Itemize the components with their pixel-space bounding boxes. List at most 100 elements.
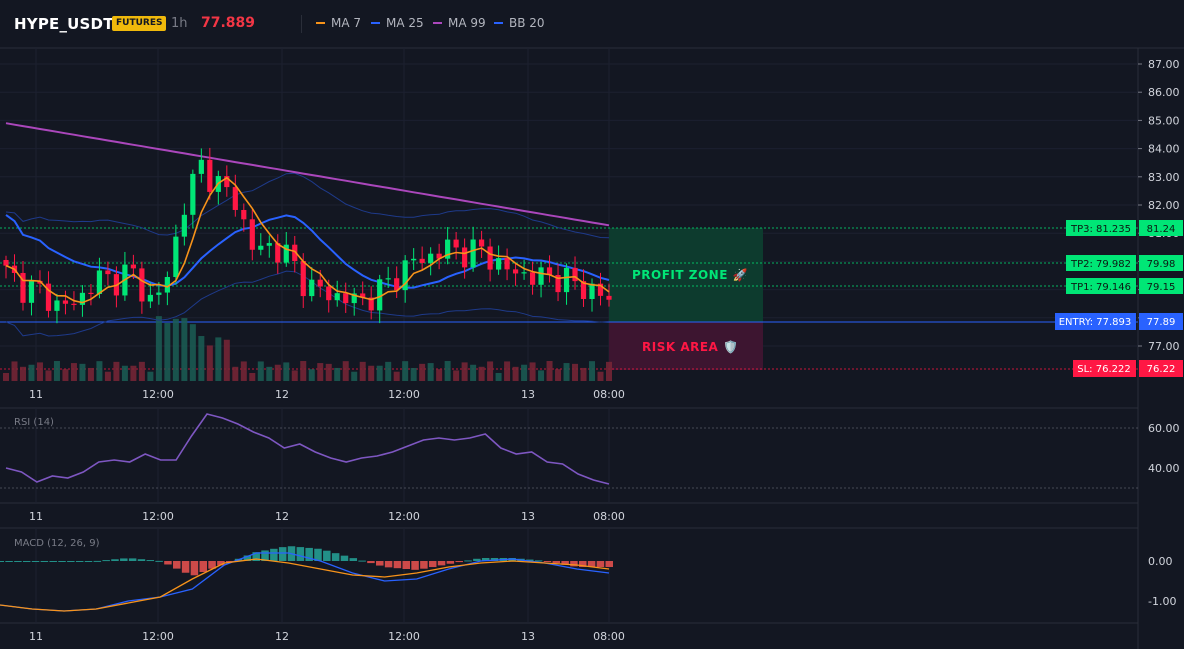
macd-histogram-bar	[146, 560, 155, 562]
ma99-swatch-icon	[433, 22, 442, 24]
bb20-swatch-icon	[494, 22, 503, 24]
volume-bar	[266, 366, 273, 381]
time-tick-label: 12:00	[388, 510, 420, 523]
tp1-label[interactable]: TP1: 79.146 79.15	[1066, 278, 1183, 294]
volume-bar	[3, 373, 9, 381]
macd-histogram-bar	[358, 560, 366, 562]
candle-body	[436, 253, 442, 259]
macd-histogram-bar	[464, 560, 472, 562]
price-tick-label: 84.00	[1148, 143, 1180, 156]
rsi-title: RSI (14)	[14, 417, 54, 428]
volume-bar	[36, 362, 43, 381]
volume-bar	[597, 371, 604, 381]
candle-body	[3, 259, 9, 266]
volume-bar	[351, 371, 358, 381]
volume-bar	[181, 318, 188, 381]
volume-bar	[147, 371, 154, 381]
macd-histogram-bar	[243, 555, 252, 561]
candle-body	[105, 270, 111, 275]
entry-axis-value: 77.89	[1147, 317, 1176, 328]
bb-upper-band	[5, 172, 610, 239]
legend-ma99[interactable]: MA 99	[433, 16, 486, 30]
time-tick-label: 12:00	[142, 630, 174, 643]
candle-body	[351, 293, 357, 304]
legend-ma25-label: MA 25	[386, 16, 424, 30]
volume-bar	[334, 367, 341, 381]
macd-histogram-bar	[31, 561, 40, 562]
macd-histogram-bar	[199, 561, 207, 572]
volume-bar	[164, 322, 171, 381]
volume-bar	[444, 361, 451, 381]
volume-bar	[487, 361, 494, 381]
candle-body	[589, 283, 595, 300]
time-axes[interactable]: 11 12:00 12 12:00 13 08:00 11 12:00 12 12:00 13 08:…	[29, 388, 625, 643]
macd-title: MACD (12, 26, 9)	[14, 538, 100, 549]
legend-ma25[interactable]: MA 25	[371, 16, 424, 30]
volume-bar	[342, 361, 349, 381]
volume-bar	[453, 370, 460, 381]
macd-histogram-bar	[579, 561, 587, 567]
timeframe-selector[interactable]: 1h	[171, 16, 188, 31]
volume-bar	[189, 324, 196, 381]
candle-body	[139, 268, 145, 302]
tp2-axis-value: 79.98	[1147, 259, 1176, 270]
grid-lines	[0, 48, 1138, 623]
sl-axis-value: 76.22	[1147, 364, 1176, 375]
macd-histogram-bar	[128, 558, 137, 561]
time-tick-label: 11	[29, 630, 43, 643]
time-tick-label: 08:00	[593, 630, 625, 643]
macd-histogram-bar	[340, 555, 349, 561]
macd-histogram-bar	[570, 561, 578, 567]
candle-body	[411, 258, 417, 261]
macd-histogram-bar	[93, 560, 102, 562]
entry-label[interactable]: ENTRY: 77.893 77.89	[1055, 313, 1183, 330]
volume-bar	[461, 362, 468, 381]
volume-bar	[70, 363, 77, 381]
volume-bar	[325, 363, 332, 381]
symbol-name[interactable]: HYPE_USDT	[14, 15, 114, 33]
macd-histogram-bar	[296, 547, 305, 561]
macd-histogram-bar	[446, 561, 455, 564]
sl-label[interactable]: SL: 76.222 76.22	[1073, 360, 1183, 377]
time-tick-label: 12:00	[388, 388, 420, 401]
legend-ma7[interactable]: MA 7	[316, 16, 361, 30]
price-tick-label: 87.00	[1148, 58, 1180, 71]
legend-ma7-label: MA 7	[331, 16, 362, 30]
price-tick-label: 86.00	[1148, 86, 1180, 99]
candle-body	[521, 272, 527, 274]
candle-body	[419, 258, 425, 263]
macd-histogram-bar	[67, 561, 75, 562]
volume-bar	[300, 361, 307, 381]
profit-zone[interactable]	[609, 228, 763, 322]
candle-body	[156, 292, 162, 295]
time-tick-label: 12	[275, 388, 289, 401]
profit-zone-label: PROFIT ZONE 🚀	[632, 268, 748, 282]
tp3-label-text: TP3: 81.235	[1070, 224, 1131, 235]
volume-bar	[138, 361, 145, 381]
volume-bar	[283, 362, 290, 381]
macd-histogram-bar	[420, 561, 428, 569]
volume-bar	[87, 367, 94, 381]
sl-label-text: SL: 76.222	[1077, 364, 1130, 375]
candle-body	[71, 303, 77, 305]
time-tick-label: 11	[29, 388, 43, 401]
volume-bar	[555, 369, 562, 381]
price-axis[interactable]: 87.0086.0085.0084.0083.0082.0081.0080.00…	[1138, 58, 1180, 353]
volume-bar	[45, 370, 52, 381]
volume-bar	[172, 318, 179, 381]
candle-body	[360, 293, 366, 298]
legend-bb20[interactable]: BB 20	[494, 16, 545, 30]
volume-bar	[79, 363, 86, 381]
tp2-label-text: TP2: 79.982	[1070, 259, 1131, 270]
risk-zone[interactable]	[609, 322, 763, 370]
tp3-label[interactable]: TP3: 81.235 81.24	[1066, 220, 1183, 236]
volume-bar	[291, 370, 298, 381]
volume-bar	[606, 361, 612, 381]
tp2-label[interactable]: TP2: 79.982 79.98	[1066, 255, 1183, 271]
candle-body	[470, 239, 476, 268]
candle-body	[597, 283, 604, 296]
candle-body	[377, 279, 383, 311]
candle-body	[275, 243, 281, 263]
candle-body	[45, 283, 52, 311]
